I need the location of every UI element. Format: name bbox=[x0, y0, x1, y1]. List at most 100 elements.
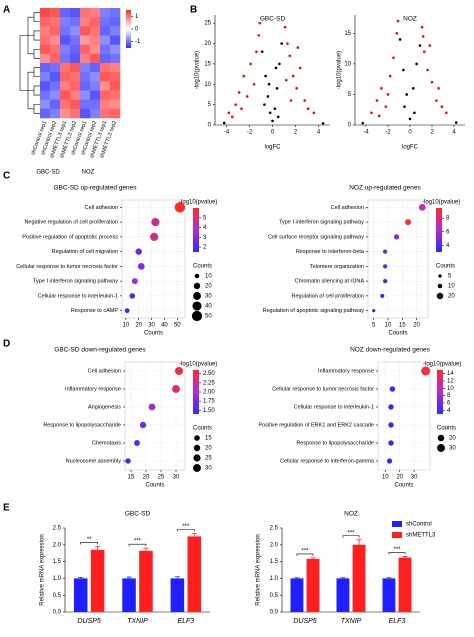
significance-label: *** bbox=[134, 539, 142, 545]
colorbar-label: 14 bbox=[447, 371, 454, 377]
heatmap-cell bbox=[90, 72, 101, 82]
bar bbox=[290, 578, 304, 612]
error-bar bbox=[191, 532, 197, 537]
heatmap-cell bbox=[50, 108, 61, 119]
y-tick-label: 5 bbox=[348, 92, 352, 98]
x-tick-label: 20 bbox=[143, 475, 150, 481]
category-label: Positive regulation of apoptotic process bbox=[22, 234, 118, 240]
heatmap-cell bbox=[70, 72, 81, 82]
x-tick-label: 0 bbox=[271, 130, 275, 136]
legend-swatch bbox=[392, 521, 402, 527]
heatmap-cell bbox=[80, 72, 91, 82]
heatmap-cell bbox=[50, 90, 61, 100]
dot bbox=[135, 248, 142, 255]
category-label: Cell surface receptor signaling pathway bbox=[268, 234, 364, 240]
heatmap-cell bbox=[80, 99, 91, 110]
size-legend-label: 25 bbox=[205, 456, 212, 462]
significance-label: *** bbox=[393, 547, 401, 553]
size-legend-title: Counts bbox=[436, 264, 455, 270]
size-legend-dot bbox=[193, 464, 201, 472]
heatmap-cell bbox=[50, 35, 61, 45]
size-legend-label: 30 bbox=[449, 446, 456, 452]
point bbox=[249, 62, 252, 66]
heatmap-cell bbox=[80, 63, 91, 73]
dot bbox=[372, 309, 376, 313]
size-legend-dot bbox=[438, 274, 442, 278]
point bbox=[285, 78, 288, 82]
colorbar-label: 0 bbox=[135, 27, 139, 33]
heatmap-cell bbox=[60, 35, 71, 45]
dendrogram bbox=[19, 35, 28, 91]
point bbox=[230, 115, 234, 119]
heatmap-cell bbox=[60, 99, 71, 110]
x-tick-label: 10 bbox=[385, 323, 392, 329]
point bbox=[396, 19, 400, 23]
y-tick-label: 2.0 bbox=[270, 542, 279, 548]
heatmap-cell bbox=[60, 108, 71, 119]
colorbar-label: 3 bbox=[203, 235, 207, 241]
colorbar-label: 2.25 bbox=[203, 380, 215, 386]
dot bbox=[421, 366, 431, 376]
heatmap-cell bbox=[90, 53, 101, 64]
category-label: Cellular response to tumor necrosis fact… bbox=[16, 264, 118, 270]
category-label: Type I interferon signaling pathway bbox=[279, 220, 364, 226]
x-axis-label: Counts bbox=[388, 331, 407, 337]
x-axis-label: Counts bbox=[145, 483, 164, 489]
x-tick-label: -4 bbox=[224, 130, 230, 136]
colorbar-label: 4 bbox=[447, 408, 451, 414]
size-legend-label: 30 bbox=[205, 294, 212, 300]
heatmap-cell bbox=[40, 8, 51, 18]
size-legend-dot bbox=[437, 283, 443, 289]
category-label: Nucleosome assembly bbox=[66, 458, 122, 464]
heatmap-cell bbox=[50, 8, 61, 18]
point bbox=[291, 74, 295, 78]
error-bar bbox=[95, 546, 101, 550]
point bbox=[289, 99, 293, 102]
x-tick-label: 40 bbox=[161, 323, 168, 329]
dot bbox=[388, 440, 394, 446]
chart-title: NOZ bbox=[344, 511, 358, 518]
category-label: Inflammatory response bbox=[318, 368, 374, 374]
heatmap-cell bbox=[100, 44, 111, 55]
significance-label: *** bbox=[182, 524, 190, 530]
heatmap-cell bbox=[90, 81, 101, 91]
point bbox=[268, 111, 272, 115]
point bbox=[286, 42, 289, 45]
y-tick-label: 0.0 bbox=[270, 610, 279, 616]
heatmap-cell bbox=[80, 108, 91, 119]
category-label: Chromatin silencing at rDNA bbox=[295, 279, 365, 285]
heatmap-cell bbox=[90, 90, 101, 100]
y-tick-label: 5 bbox=[208, 102, 212, 108]
heatmap-cell bbox=[60, 17, 71, 27]
colorbar-title: -log10(pvalue) bbox=[422, 200, 460, 206]
heatmap-cell bbox=[70, 108, 81, 119]
x-tick-label: 20 bbox=[396, 475, 403, 481]
heatmap-cell bbox=[80, 44, 91, 55]
heatmap-cell bbox=[70, 44, 81, 55]
point bbox=[237, 91, 241, 94]
point bbox=[242, 74, 246, 78]
group-label: NOZ bbox=[82, 170, 95, 176]
point bbox=[430, 80, 434, 84]
colorbar-label: 4 bbox=[203, 225, 207, 231]
heatmap-cell bbox=[60, 26, 71, 36]
dot bbox=[393, 234, 400, 240]
heatmap-cell bbox=[90, 35, 101, 45]
y-axis-label: Relative mRNA expression bbox=[256, 534, 262, 605]
y-tick-label: 2.0 bbox=[53, 542, 62, 548]
heatmap-cell bbox=[70, 81, 81, 91]
point bbox=[395, 32, 399, 35]
point bbox=[303, 99, 307, 102]
category-label: Cell adhesion bbox=[331, 205, 364, 211]
colorbar-label: -1 bbox=[135, 39, 141, 45]
heatmap-cell bbox=[100, 90, 111, 100]
category-label: Positive regulation of ERK1 and ERK2 cas… bbox=[258, 422, 374, 428]
colorbar-label: 1 bbox=[135, 14, 139, 20]
heatmap-cell bbox=[40, 99, 51, 110]
dot bbox=[125, 458, 131, 464]
colorbar bbox=[436, 208, 442, 252]
x-tick-label: 5 bbox=[372, 323, 376, 329]
point bbox=[266, 95, 270, 98]
heatmap-cell bbox=[60, 90, 71, 100]
x-tick-label: 15 bbox=[399, 323, 406, 329]
